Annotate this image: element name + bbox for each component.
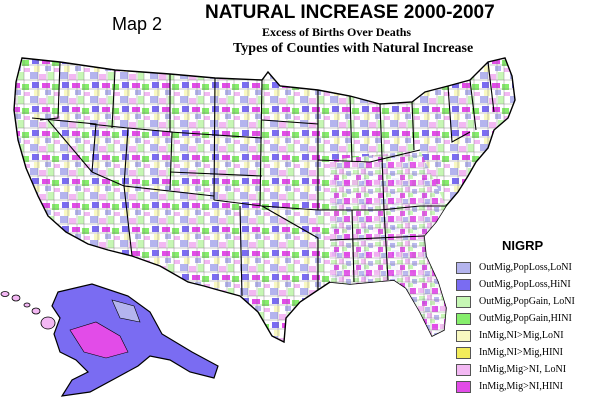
legend-label: OutMig,PopLoss,LoNI: [479, 262, 572, 273]
legend-swatch: [456, 363, 471, 376]
legend-label: InMig,NI>Mig,LoNI: [479, 330, 564, 341]
legend-label: OutMig,PopLoss,HiNI: [479, 279, 571, 290]
hawaii-islands: [0, 291, 56, 330]
legend-item: InMig,NI>Mig,HINI: [456, 344, 594, 361]
map-number-label: Map 2: [112, 14, 163, 34]
legend-label: InMig,Mig>NI,HINI: [479, 381, 563, 392]
legend-label: OutMig,PopGain, LoNI: [479, 296, 575, 307]
map-subtitle: Excess of Births Over Deaths: [262, 25, 412, 39]
legend-swatch: [456, 295, 471, 308]
legend-item: OutMig,PopLoss,LoNI: [456, 259, 594, 276]
map-title: NATURAL INCREASE 2000-2007: [205, 2, 495, 23]
legend-swatch: [456, 261, 471, 274]
legend-swatch: [456, 380, 471, 393]
legend-item: InMig,Mig>NI, LoNI: [456, 361, 594, 378]
legend-label: InMig,NI>Mig,HINI: [479, 347, 563, 358]
alaska-shape: [51, 283, 219, 397]
legend-swatch: [456, 346, 471, 359]
legend-label: InMig,Mig>NI, LoNI: [479, 364, 567, 375]
legend-items: OutMig,PopLoss,LoNI OutMig,PopLoss,HiNI Ou…: [456, 259, 594, 395]
state-borders: [31, 61, 495, 297]
legend-item: InMig,NI>Mig,LoNI: [456, 327, 594, 344]
legend-item: InMig,Mig>NI,HINI: [456, 378, 594, 395]
legend-label: OutMig,PopGain,HINI: [479, 313, 572, 324]
legend: NIGRP OutMig,PopLoss,LoNI OutMig,PopLoss,…: [456, 238, 594, 395]
legend-item: OutMig,PopLoss,HiNI: [456, 276, 594, 293]
legend-item: OutMig,PopGain, LoNI: [456, 293, 594, 310]
legend-swatch: [456, 329, 471, 342]
legend-swatch: [456, 312, 471, 325]
map-subtitle-types: Types of Counties with Natural Increase: [233, 41, 474, 56]
legend-title: NIGRP: [502, 238, 544, 253]
southeast-region: [330, 150, 446, 336]
legend-item: OutMig,PopGain,HINI: [456, 310, 594, 327]
legend-swatch: [456, 278, 471, 291]
